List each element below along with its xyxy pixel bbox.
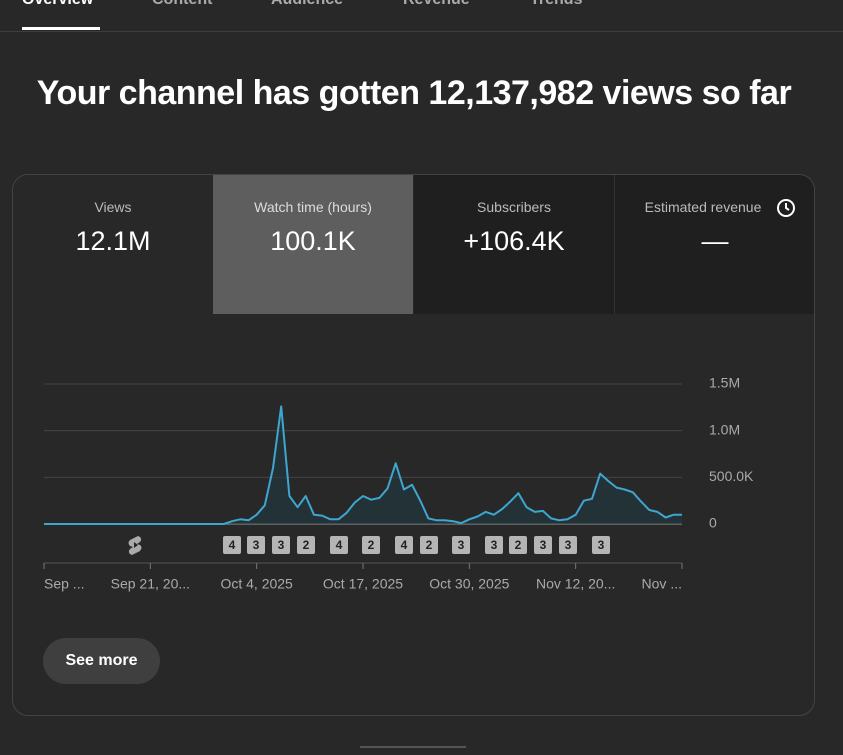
x-tick-label: Oct 17, 2025: [323, 576, 403, 592]
tab[interactable]: Content: [152, 0, 212, 9]
x-tick-label: Oct 30, 2025: [429, 576, 509, 592]
line: [44, 405, 682, 525]
marker-box: [223, 536, 241, 554]
metric-tab[interactable]: Subscribers +106.4K: [414, 175, 614, 314]
x-tick-label: Sep ...: [44, 576, 84, 592]
metric-value: +106.4K: [463, 226, 565, 256]
metric-label: Watch time (hours): [254, 199, 372, 215]
tab[interactable]: Trends: [530, 0, 582, 9]
metric-label: Views: [94, 199, 132, 215]
marker-count: 2: [426, 538, 433, 552]
headline: Your channel has gotten 12,137,982 views…: [36, 74, 792, 112]
video-marker[interactable]: 3: [592, 536, 610, 554]
video-marker[interactable]: 2: [362, 536, 380, 554]
marker-box: [362, 536, 380, 554]
analytics-card: Views 12.1M Watch time (hours) 100.1K Su…: [12, 174, 815, 716]
video-marker[interactable]: 3: [247, 536, 265, 554]
marker-box: [330, 536, 348, 554]
y-tick-label: 500.0K: [709, 468, 754, 484]
marker-box: [509, 536, 527, 554]
video-marker[interactable]: 2: [420, 536, 438, 554]
video-marker[interactable]: 3: [452, 536, 470, 554]
marker-box: [452, 536, 470, 554]
tab-indicator: [22, 27, 100, 30]
video-marker[interactable]: 2: [297, 536, 315, 554]
marker-count: 3: [565, 538, 572, 552]
marker-count: 4: [229, 538, 236, 552]
video-marker[interactable]: 3: [485, 536, 503, 554]
metric-value: 12.1M: [75, 226, 151, 256]
metric-tab[interactable]: Estimated revenue —: [614, 175, 814, 314]
video-marker[interactable]: 3: [559, 536, 577, 554]
metric-value: 100.1K: [270, 226, 356, 256]
y-tick-label: 1.5M: [709, 375, 740, 391]
tab[interactable]: Revenue: [403, 0, 470, 9]
clock-icon: [777, 199, 795, 217]
marker-box: [395, 536, 413, 554]
metric-tab[interactable]: Watch time (hours) 100.1K: [213, 175, 413, 314]
marker-count: 3: [540, 538, 547, 552]
marker-box: [534, 536, 552, 554]
marker-box: [592, 536, 610, 554]
marker-count: 2: [515, 538, 522, 552]
marker-box: [247, 536, 265, 554]
marker-count: 2: [303, 538, 310, 552]
marker-box: [420, 536, 438, 554]
video-marker[interactable]: 4: [223, 536, 241, 554]
tab[interactable]: Overview: [22, 0, 93, 9]
video-marker[interactable]: 3: [534, 536, 552, 554]
x-tick-label: Nov 12, 20...: [536, 576, 615, 592]
x-tick-label: Oct 4, 2025: [220, 576, 293, 592]
marker-count: 3: [278, 538, 285, 552]
marker-count: 4: [336, 538, 343, 552]
y-tick-label: 1.0M: [709, 421, 740, 437]
marker-count: 4: [401, 538, 408, 552]
metric-value: —: [701, 226, 729, 256]
area: [44, 406, 682, 524]
marker-count: 3: [491, 538, 498, 552]
shorts-icon: [128, 536, 142, 555]
video-marker[interactable]: 4: [330, 536, 348, 554]
marker-box: [272, 536, 290, 554]
marker-count: 3: [253, 538, 260, 552]
marker-box: [485, 536, 503, 554]
shorts-play: [134, 542, 138, 548]
video-marker[interactable]: 4: [395, 536, 413, 554]
metric-label: Estimated revenue: [644, 199, 762, 215]
scroll-indicator: [360, 746, 466, 748]
marker-count: 3: [598, 538, 605, 552]
video-marker[interactable]: 2: [509, 536, 527, 554]
tab[interactable]: Audience: [271, 0, 343, 9]
divider: [0, 31, 843, 32]
y-tick-label: 0: [709, 515, 717, 531]
marker-box: [559, 536, 577, 554]
x-tick-label: Sep 21, 20...: [111, 576, 190, 592]
marker-count: 3: [458, 538, 465, 552]
marker-count: 2: [368, 538, 375, 552]
marker-box: [297, 536, 315, 554]
metric-tab[interactable]: Views 12.1M: [13, 175, 213, 314]
x-tick-label: Nov ...: [642, 576, 682, 592]
see-more-button[interactable]: See more: [43, 638, 160, 684]
video-marker[interactable]: 3: [272, 536, 290, 554]
metric-label: Subscribers: [477, 199, 551, 215]
